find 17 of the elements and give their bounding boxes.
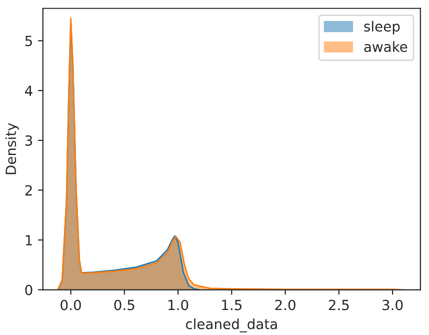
legend-label: sleep: [364, 20, 400, 34]
x-tick-label: 3.0: [382, 300, 403, 310]
x-axis-title: cleaned_data: [186, 318, 277, 332]
y-tick-label: 0: [25, 284, 32, 296]
x-tick-label: 2.0: [275, 300, 296, 310]
legend-label: awake: [364, 41, 408, 52]
y-tick-label: 4: [25, 86, 32, 96]
x-tick-label: 0.0: [60, 300, 81, 310]
y-tick-label: 5: [25, 36, 32, 46]
y-tick-label: 1: [26, 235, 32, 246]
y-axis-title: Density: [5, 123, 19, 174]
x-tick-label: 1.5: [222, 300, 242, 310]
x-tick-label: 2.5: [328, 300, 349, 310]
y-tick-label: 2: [25, 185, 32, 196]
x-tick-label: 1.0: [168, 300, 188, 310]
y-tick-label: 3: [25, 135, 32, 146]
x-tick-label: 0.5: [114, 300, 134, 310]
